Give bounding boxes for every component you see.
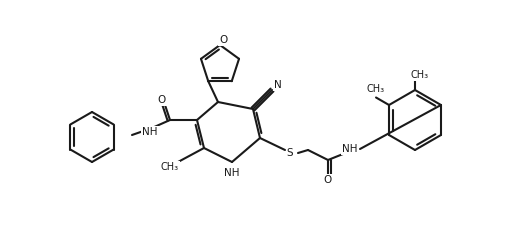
Text: CH₃: CH₃ — [367, 84, 385, 95]
Text: N: N — [274, 80, 282, 90]
Text: O: O — [158, 95, 166, 105]
Text: NH: NH — [142, 127, 158, 137]
Text: NH: NH — [224, 168, 240, 178]
Text: CH₃: CH₃ — [161, 162, 179, 172]
Text: NH: NH — [342, 144, 358, 154]
Text: O: O — [324, 175, 332, 185]
Text: S: S — [287, 148, 293, 158]
Text: CH₃: CH₃ — [411, 70, 429, 80]
Text: O: O — [219, 35, 227, 45]
